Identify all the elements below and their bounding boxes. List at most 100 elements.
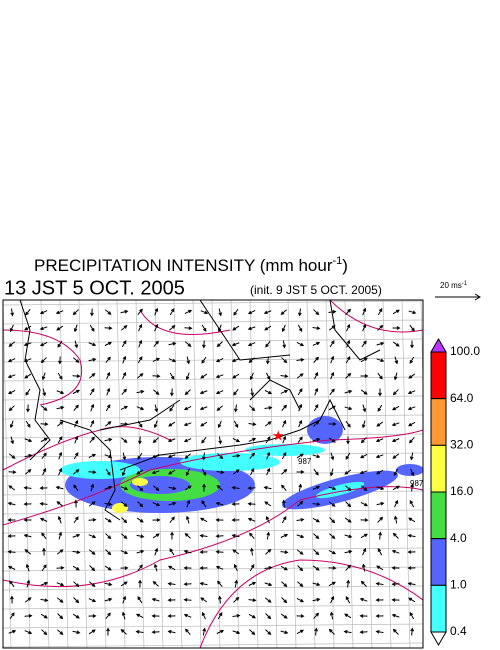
wind-arrow xyxy=(328,437,336,443)
wind-arrow xyxy=(393,372,398,381)
wind-arrow xyxy=(88,629,96,635)
wind-arrow xyxy=(138,339,143,348)
wind-arrow xyxy=(201,436,207,444)
wind-arrow xyxy=(24,614,33,618)
wind-arrow xyxy=(40,405,48,411)
wind-arrow xyxy=(231,502,240,506)
wind-arrow xyxy=(121,437,128,443)
wind-arrow xyxy=(377,548,383,556)
grid-line xyxy=(21,300,31,648)
wind-arrow xyxy=(185,372,190,381)
wind-arrow xyxy=(9,612,15,620)
wind-arrow xyxy=(120,581,128,587)
wind-arrow xyxy=(266,467,271,476)
wind-arrow xyxy=(296,534,305,539)
wind-arrow xyxy=(184,485,192,491)
wind-arrow xyxy=(89,324,95,332)
wind-arrow xyxy=(346,579,350,588)
wind-arrow xyxy=(265,613,272,620)
wind-arrow xyxy=(409,452,414,461)
wind-arrow xyxy=(200,597,208,603)
wind-arrow xyxy=(312,565,320,571)
wind-arrow xyxy=(184,453,191,459)
wind-arrow xyxy=(167,565,176,571)
wind-arrow xyxy=(153,389,160,395)
wind-arrow xyxy=(56,325,64,331)
wind-arrow xyxy=(361,563,366,572)
wind-arrow xyxy=(346,339,351,348)
wind-arrow xyxy=(296,549,304,555)
wind-arrow xyxy=(136,406,145,411)
wind-arrow xyxy=(232,630,241,635)
wind-arrow xyxy=(231,518,240,522)
wind-arrow xyxy=(232,453,241,458)
wind-arrow xyxy=(362,307,367,316)
wind-arrow xyxy=(376,501,385,506)
wind-arrow xyxy=(55,485,64,490)
wind-arrow xyxy=(296,373,304,379)
wind-arrow xyxy=(73,324,78,333)
wind-arrow xyxy=(121,517,128,524)
wind-arrow xyxy=(137,308,143,316)
grid-line xyxy=(3,300,12,648)
contour-label: 987 xyxy=(410,479,424,488)
wind-arrow xyxy=(280,374,289,379)
wind-arrow xyxy=(105,533,112,540)
wind-arrow xyxy=(232,469,240,475)
wind-arrow xyxy=(360,437,367,444)
wind-arrow xyxy=(282,419,287,428)
wind-arrow xyxy=(135,613,144,619)
wind-arrow xyxy=(215,390,224,395)
wind-arrow xyxy=(313,404,319,412)
wind-arrow xyxy=(104,485,113,490)
wind-arrow xyxy=(8,341,15,347)
wind-arrow xyxy=(183,438,192,443)
wind-arrow xyxy=(10,436,15,445)
wind-arrow xyxy=(359,470,368,475)
wind-arrow xyxy=(313,420,320,427)
wind-arrow xyxy=(168,501,177,506)
wind-arrow xyxy=(248,437,257,442)
wind-arrow xyxy=(247,486,256,490)
wind-arrow xyxy=(167,629,176,634)
wind-arrow xyxy=(391,422,400,427)
wind-arrow xyxy=(393,515,398,524)
wind-arrow xyxy=(136,373,144,379)
grid-line xyxy=(3,395,423,401)
wind-arrow xyxy=(361,485,368,492)
wind-arrow xyxy=(248,422,257,427)
grid-line xyxy=(3,528,423,534)
wind-arrow xyxy=(249,372,254,381)
wind-arrow xyxy=(121,468,126,477)
wind-arrow xyxy=(249,452,255,459)
wind-arrow xyxy=(376,421,384,427)
wind-arrow xyxy=(362,404,367,413)
wind-arrow xyxy=(8,485,16,491)
wind-arrow xyxy=(57,421,64,427)
wind-arrow xyxy=(376,486,385,491)
wind-arrow xyxy=(137,564,143,572)
wind-arrow xyxy=(312,326,321,331)
wind-arrow xyxy=(137,356,143,364)
wind-arrow xyxy=(120,405,129,411)
wind-arrow xyxy=(281,404,287,411)
wind-arrow xyxy=(215,565,224,570)
wind-arrow xyxy=(89,565,96,572)
wind-arrow xyxy=(281,484,287,491)
wind-arrow xyxy=(346,436,350,445)
init-time: (init. 9 JST 5 OCT. 2005) xyxy=(250,283,382,297)
wind-arrow xyxy=(202,483,206,492)
wind-arrow xyxy=(88,501,96,507)
colorbar-label: 64.0 xyxy=(450,391,474,405)
wind-arrow xyxy=(88,614,97,618)
wind-arrow xyxy=(7,389,16,395)
wind-arrow xyxy=(409,500,415,508)
wind-arrow xyxy=(298,419,303,428)
wind-arrow xyxy=(201,468,207,477)
wind-arrow xyxy=(151,630,160,634)
wind-arrow xyxy=(74,419,79,428)
wind-arrow xyxy=(24,325,32,331)
wind-arrow xyxy=(122,452,127,461)
wind-arrow xyxy=(312,454,321,459)
